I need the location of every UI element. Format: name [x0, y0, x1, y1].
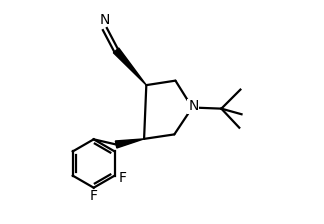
Text: F: F [119, 171, 126, 185]
Text: N: N [99, 13, 110, 27]
Polygon shape [115, 139, 144, 148]
Text: N: N [188, 99, 199, 113]
Text: F: F [90, 189, 98, 203]
Polygon shape [113, 48, 146, 85]
